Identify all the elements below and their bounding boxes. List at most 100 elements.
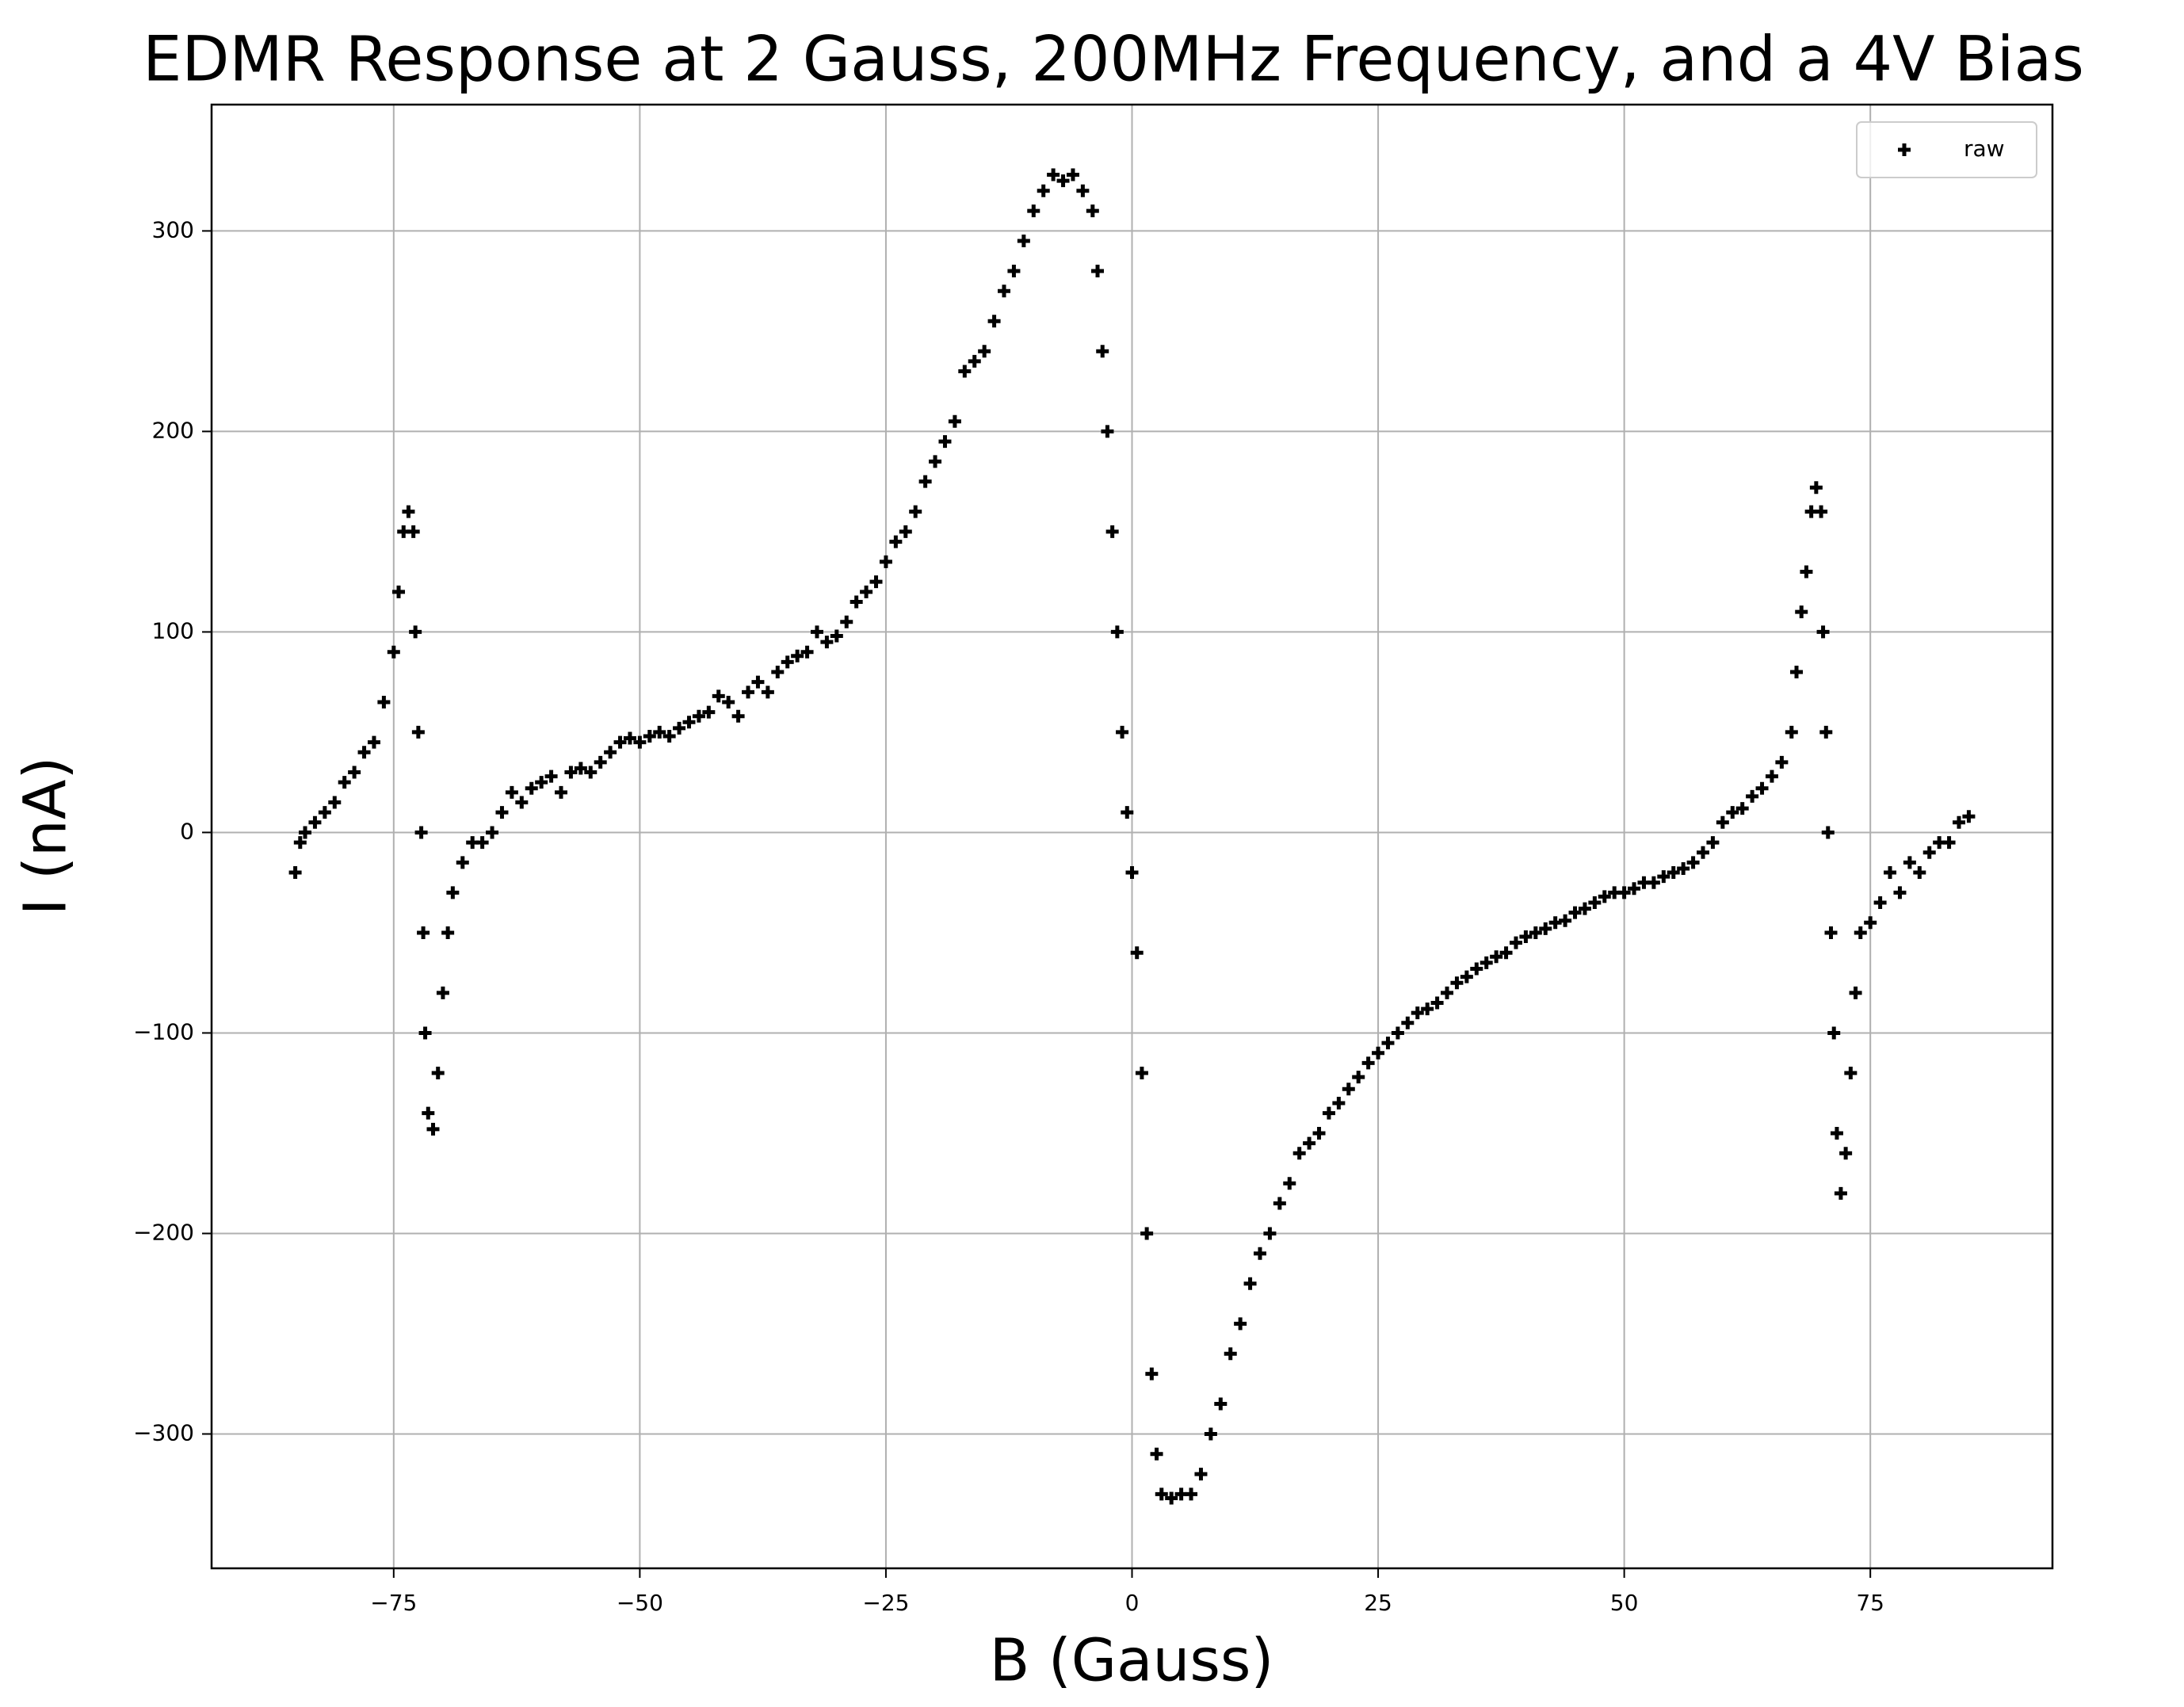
data-point <box>929 455 942 468</box>
data-point <box>800 645 814 659</box>
data-point <box>1490 950 1503 964</box>
data-point <box>574 762 587 775</box>
data-point <box>1839 1147 1853 1160</box>
data-point <box>1548 916 1562 930</box>
data-point <box>820 636 834 649</box>
marks <box>288 168 1976 1505</box>
data-point <box>1381 1037 1395 1050</box>
data-point <box>1066 168 1079 181</box>
data-point <box>791 649 804 663</box>
data-point <box>594 755 607 769</box>
data-point <box>987 315 1001 328</box>
data-point <box>1913 866 1926 880</box>
data-point <box>1827 1026 1841 1040</box>
data-point <box>1628 882 1641 896</box>
legend-marker <box>1898 143 1911 156</box>
data-point <box>633 735 647 749</box>
data-point <box>1667 866 1680 880</box>
data-point <box>1849 986 1862 999</box>
data-point <box>742 685 755 699</box>
data-point <box>1588 896 1602 909</box>
data-point <box>1361 1056 1375 1070</box>
data-point <box>475 836 489 850</box>
data-point <box>909 505 922 518</box>
x-tick-label: 0 <box>1125 1590 1140 1616</box>
data-point <box>407 525 420 538</box>
data-point <box>850 595 863 609</box>
data-point <box>1519 930 1533 944</box>
data-point <box>761 685 774 699</box>
data-point <box>1234 1317 1247 1331</box>
data-point <box>505 785 518 799</box>
data-point <box>1056 174 1070 188</box>
data-point <box>1460 970 1473 983</box>
data-point <box>1352 1071 1365 1084</box>
data-point <box>1735 802 1749 815</box>
data-point <box>1568 906 1582 919</box>
data-point <box>564 766 578 779</box>
data-point <box>889 535 903 548</box>
data-point <box>1430 996 1444 1010</box>
data-point <box>1047 168 1060 181</box>
data-point <box>1224 1347 1237 1361</box>
data-point <box>682 716 696 729</box>
x-tick-label: 75 <box>1856 1590 1884 1616</box>
x-tick-label: 25 <box>1364 1590 1392 1616</box>
y-tick-label: 0 <box>180 818 194 844</box>
data-point <box>1755 781 1769 795</box>
data-point <box>1101 425 1114 438</box>
x-axis-label: B (Gauss) <box>990 1627 1274 1695</box>
data-point <box>662 729 676 743</box>
data-point <box>1135 1067 1148 1080</box>
data-point <box>1790 666 1804 679</box>
data-point <box>1775 755 1789 769</box>
data-point <box>1809 481 1823 495</box>
y-tick-label: 200 <box>152 417 194 443</box>
x-tick-label: −25 <box>862 1590 909 1616</box>
data-point <box>1140 1227 1154 1240</box>
data-point <box>357 746 371 759</box>
data-point <box>1421 1002 1434 1016</box>
data-point <box>751 675 765 689</box>
data-point <box>431 1067 445 1080</box>
data-point <box>1401 1016 1415 1029</box>
data-point <box>1844 1067 1858 1080</box>
data-point <box>1697 846 1709 859</box>
data-point <box>860 585 873 598</box>
data-point <box>1952 815 1965 829</box>
data-point <box>1253 1247 1266 1260</box>
data-point <box>1578 902 1591 915</box>
x-tick-label: −75 <box>370 1590 417 1616</box>
data-point <box>446 886 460 899</box>
data-point <box>1726 806 1739 819</box>
data-point <box>418 1026 432 1040</box>
data-point <box>495 806 509 819</box>
data-point <box>1243 1277 1257 1290</box>
data-point <box>426 1122 440 1136</box>
data-point <box>781 655 794 669</box>
data-point <box>1617 886 1631 899</box>
data-point <box>293 836 307 850</box>
data-point <box>338 776 351 789</box>
y-axis-label: I (nA) <box>12 757 80 916</box>
data-point <box>869 575 883 589</box>
data-point <box>968 354 981 368</box>
data-point <box>1322 1106 1335 1120</box>
data-point <box>1884 866 1897 880</box>
data-point <box>1819 725 1833 739</box>
legend-box <box>1856 121 2037 178</box>
data-point <box>1372 1046 1385 1060</box>
plot-frame <box>210 103 2054 1570</box>
data-point <box>958 365 972 378</box>
data-point <box>1105 525 1119 538</box>
data-point <box>1815 505 1828 518</box>
data-point <box>1076 184 1090 197</box>
data-point <box>1864 916 1877 930</box>
data-point <box>318 806 331 819</box>
data-point <box>348 766 361 779</box>
data-point <box>392 585 406 598</box>
data-point <box>1509 936 1522 949</box>
data-point <box>1441 986 1454 999</box>
data-point <box>810 625 823 639</box>
data-point <box>1785 725 1798 739</box>
